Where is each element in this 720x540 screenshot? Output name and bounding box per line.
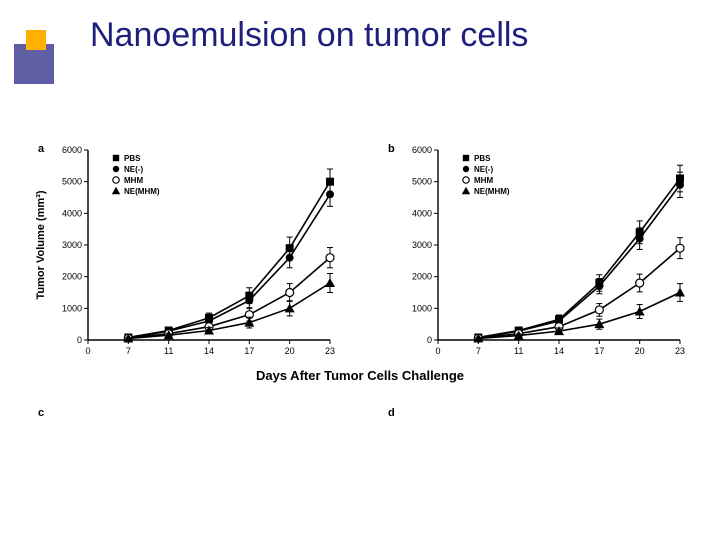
x-tick-label: 23: [325, 346, 335, 356]
series-MHM: [124, 248, 334, 343]
y-tick-label: 3000: [62, 240, 82, 250]
x-tick-label: 20: [285, 346, 295, 356]
panel-label: a: [38, 143, 45, 155]
y-tick-label: 6000: [412, 145, 432, 155]
x-tick-label: 17: [594, 346, 604, 356]
legend-label: NE(MHM): [124, 187, 160, 196]
x-axis-label: Days After Tumor Cells Challenge: [256, 368, 464, 383]
x-tick-label: 7: [126, 346, 131, 356]
legend-label: NE(-): [124, 165, 143, 174]
deco-square-small: [26, 30, 46, 50]
panel-label-lower: d: [388, 407, 395, 419]
x-tick-label: 14: [554, 346, 564, 356]
x-tick-label: 14: [204, 346, 214, 356]
y-tick-label: 4000: [412, 208, 432, 218]
legend: PBS NE(-) MHM NE(MHM): [462, 154, 510, 196]
figure-area: a0100020003000400050006000Tumor Volume (…: [30, 140, 690, 430]
legend-label: NE(-): [474, 165, 493, 174]
x-tick-label: 23: [675, 346, 685, 356]
x-tick-label: 17: [244, 346, 254, 356]
y-tick-label: 0: [427, 335, 432, 345]
panel-label-lower: c: [38, 407, 44, 419]
x-tick-label: 20: [635, 346, 645, 356]
y-tick-label: 2000: [412, 272, 432, 282]
chart-panel-a: a 0 1000 2000 3000 4000 5000 6000 Tumor Volume (…: [35, 143, 335, 356]
legend: PBS NE(-) MHM NE(MHM): [112, 154, 160, 196]
slide-title: Nanoemulsion on tumor cells: [90, 16, 528, 55]
series-NE(-): [474, 172, 684, 342]
y-tick-label: 1000: [412, 303, 432, 313]
series-NE(-): [124, 182, 334, 341]
x-tick-label: 11: [164, 346, 173, 356]
legend-label: PBS: [124, 154, 141, 163]
series-MHM: [474, 238, 684, 342]
y-tick-label: 3000: [412, 240, 432, 250]
legend-label: MHM: [124, 176, 143, 185]
panel-label: b: [388, 143, 395, 155]
legend-label: PBS: [474, 154, 491, 163]
y-axis-label: Tumor Volume (mm³): [35, 190, 47, 299]
x-tick-label: 0: [435, 346, 440, 356]
x-tick-label: 0: [85, 346, 90, 356]
y-tick-label: 2000: [62, 272, 82, 282]
deco-square-large: [14, 44, 54, 84]
y-tick-label: 6000: [62, 145, 82, 155]
y-tick-label: 1000: [62, 303, 82, 313]
chart-panel-b: b 0 1000 2000 3000 4000 5000 6000 0 7 11 14 17 20 23 PB…: [388, 143, 685, 356]
y-tick-label: 0: [77, 335, 82, 345]
x-tick-label: 7: [476, 346, 481, 356]
legend-label: MHM: [474, 176, 493, 185]
legend-label: NE(MHM): [474, 187, 510, 196]
y-tick-label: 5000: [62, 177, 82, 187]
y-tick-label: 4000: [62, 208, 82, 218]
x-tick-label: 11: [514, 346, 523, 356]
y-tick-label: 5000: [412, 177, 432, 187]
slide: Nanoemulsion on tumor cells a01000200030…: [0, 0, 720, 540]
